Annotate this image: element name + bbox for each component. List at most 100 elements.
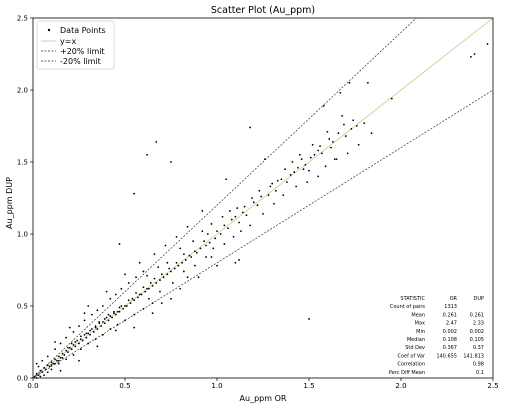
data-point	[50, 364, 53, 366]
y-tick-label: 2.5	[17, 15, 28, 23]
stats-header: STATISTIC	[400, 296, 425, 302]
data-point	[181, 261, 183, 264]
data-point	[111, 316, 114, 319]
data-point	[87, 305, 90, 307]
data-point	[280, 178, 283, 181]
data-point	[87, 342, 90, 345]
data-point	[133, 326, 136, 329]
data-point	[57, 355, 60, 358]
data-point	[81, 339, 84, 342]
stats-cell: Std Dev	[405, 345, 425, 351]
x-axis-label: Au_ppm OR	[240, 394, 287, 403]
data-point	[308, 169, 310, 172]
data-point	[328, 138, 331, 140]
data-point	[300, 158, 303, 161]
axis-ticks: 0.0 0.5 1.0 1.5 2.0 2.5 0.0 0.5 1.0 1.5 2.0 2.5	[17, 15, 499, 391]
data-point	[245, 214, 248, 217]
data-point	[35, 362, 38, 365]
data-point	[308, 318, 310, 320]
data-point	[89, 329, 91, 332]
legend-box	[36, 20, 115, 70]
data-point	[138, 261, 141, 264]
data-point	[92, 331, 95, 333]
data-point	[337, 132, 340, 135]
stats-cell: Correlation	[397, 362, 425, 368]
data-point	[159, 290, 161, 293]
data-point	[50, 368, 53, 371]
data-point	[313, 153, 316, 156]
data-point	[125, 305, 128, 307]
data-point	[63, 354, 66, 356]
data-point	[326, 130, 329, 133]
data-point	[184, 259, 187, 261]
y-tick-label: 2.0	[17, 87, 28, 95]
stats-cell: Count of pairs	[390, 304, 426, 310]
data-point	[57, 362, 60, 365]
data-point	[241, 211, 244, 214]
data-point	[65, 358, 68, 361]
data-point	[140, 293, 143, 296]
data-point	[159, 279, 161, 281]
data-point	[205, 244, 207, 247]
data-point	[98, 320, 101, 323]
data-point	[234, 215, 237, 218]
data-point	[54, 358, 56, 361]
stats-cell: 2.47	[446, 321, 457, 327]
data-point	[74, 345, 77, 348]
data-point	[317, 149, 320, 152]
legend-label-points: Data Points	[60, 26, 106, 35]
stats-cell: Coef of Var	[397, 353, 425, 359]
data-point	[333, 158, 336, 161]
data-point	[56, 359, 58, 362]
data-point	[188, 254, 191, 257]
data-point	[94, 325, 97, 328]
data-point	[252, 201, 255, 204]
data-point	[151, 302, 154, 305]
data-point	[100, 325, 102, 328]
data-point	[48, 365, 51, 368]
data-point	[206, 233, 209, 235]
data-point	[105, 316, 108, 319]
data-point	[344, 135, 347, 137]
data-point	[232, 235, 235, 238]
data-point	[179, 287, 182, 290]
data-point	[256, 204, 259, 207]
data-point	[486, 43, 489, 45]
legend: Data Points y=x +20% limit -20% limit	[36, 20, 115, 70]
data-point	[46, 371, 49, 374]
data-point	[61, 352, 64, 355]
data-point	[44, 368, 47, 371]
data-point	[135, 292, 137, 294]
data-point	[57, 359, 60, 362]
data-point	[116, 323, 119, 326]
data-point	[155, 140, 158, 143]
data-point	[90, 328, 93, 330]
data-point	[309, 156, 312, 159]
stats-cell: Max	[415, 321, 425, 327]
data-point	[291, 161, 294, 163]
data-point	[70, 342, 73, 345]
data-point	[223, 243, 226, 245]
data-point	[79, 348, 82, 351]
data-point	[210, 223, 213, 225]
data-point	[50, 361, 53, 364]
data-point	[109, 315, 112, 317]
data-point	[177, 264, 180, 267]
stats-cell: 0.105	[470, 337, 484, 343]
data-point	[332, 140, 334, 143]
stats-cell: 0.367	[443, 345, 457, 351]
data-point	[304, 163, 307, 166]
stats-cell: Min	[416, 329, 425, 335]
data-point	[127, 299, 130, 302]
y-tick-label: 0.5	[17, 303, 28, 311]
data-point	[186, 225, 189, 228]
data-point	[170, 161, 172, 163]
data-point	[293, 171, 296, 173]
data-point	[258, 189, 261, 192]
reference-lines	[32, 17, 494, 379]
data-point	[155, 282, 158, 284]
data-point	[284, 168, 286, 171]
data-point	[273, 202, 275, 205]
data-point	[59, 342, 62, 345]
data-point	[297, 166, 299, 169]
